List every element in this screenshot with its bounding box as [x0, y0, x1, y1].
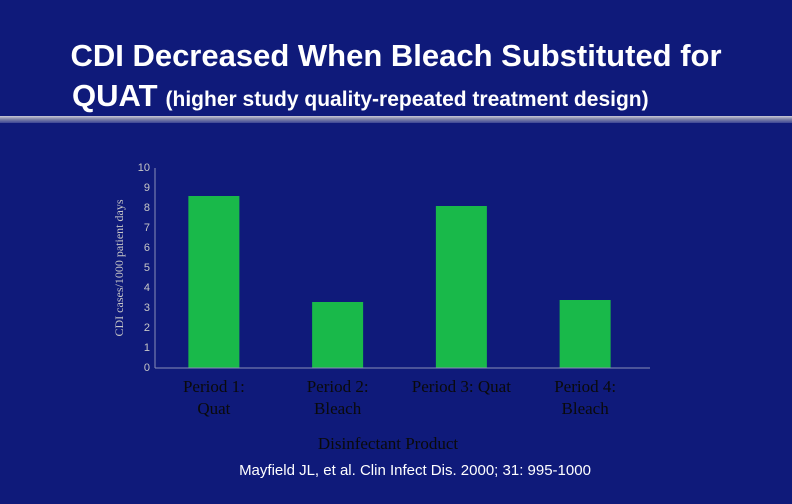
y-tick-label: 3 — [144, 302, 150, 314]
x-tick-label-line: Quat — [197, 399, 230, 418]
bar — [435, 206, 487, 368]
x-tick-label: Period 3: Quat — [412, 377, 511, 396]
y-axis-label: CDI cases/1000 patient days — [112, 199, 126, 336]
bar — [559, 300, 611, 368]
x-tick-label-line: Period 2: — [307, 377, 369, 396]
y-tick-label: 0 — [144, 362, 150, 374]
x-tick-label-line: Bleach — [562, 399, 610, 418]
x-tick-label-line: Period 1: — [183, 377, 245, 396]
y-axis-ticks: 0 1 2 3 4 5 6 7 8 9 10 — [138, 162, 150, 374]
x-axis-labels: Period 1: Quat Period 2: Bleach Period 3: Qu… — [183, 377, 616, 418]
citation: Mayfield JL, et al. Clin Infect Dis. 200… — [239, 462, 591, 479]
slide-subtitle: (higher study quality-repeated treatment… — [165, 88, 649, 111]
x-tick-label-line: Period 3: Quat — [412, 377, 511, 396]
y-tick-label: 5 — [144, 262, 150, 274]
y-tick-label: 8 — [144, 202, 150, 214]
slide-title-quat: QUAT — [72, 78, 158, 113]
y-tick-label: 1 — [144, 342, 150, 354]
y-tick-label: 4 — [144, 282, 150, 294]
title-divider — [0, 116, 792, 123]
x-tick-label: Period 1: Quat — [183, 377, 245, 418]
y-tick-label: 2 — [144, 322, 150, 334]
y-tick-label: 7 — [144, 222, 150, 234]
y-tick-label: 6 — [144, 242, 150, 254]
x-axis-label: Disinfectant Product — [318, 434, 458, 453]
bar — [312, 302, 364, 368]
x-tick-label-line: Bleach — [314, 399, 362, 418]
x-tick-label: Period 4: Bleach — [554, 377, 616, 418]
x-tick-label: Period 2: Bleach — [307, 377, 369, 418]
x-tick-label-line: Period 4: — [554, 377, 616, 396]
y-tick-label: 9 — [144, 182, 150, 194]
bars — [188, 196, 611, 368]
bar — [188, 196, 240, 368]
y-tick-label: 10 — [138, 162, 150, 174]
slide-title-line2: QUAT (higher study quality-repeated treat… — [72, 78, 649, 114]
slide-title: CDI Decreased When Bleach Substituted fo… — [70, 38, 722, 73]
